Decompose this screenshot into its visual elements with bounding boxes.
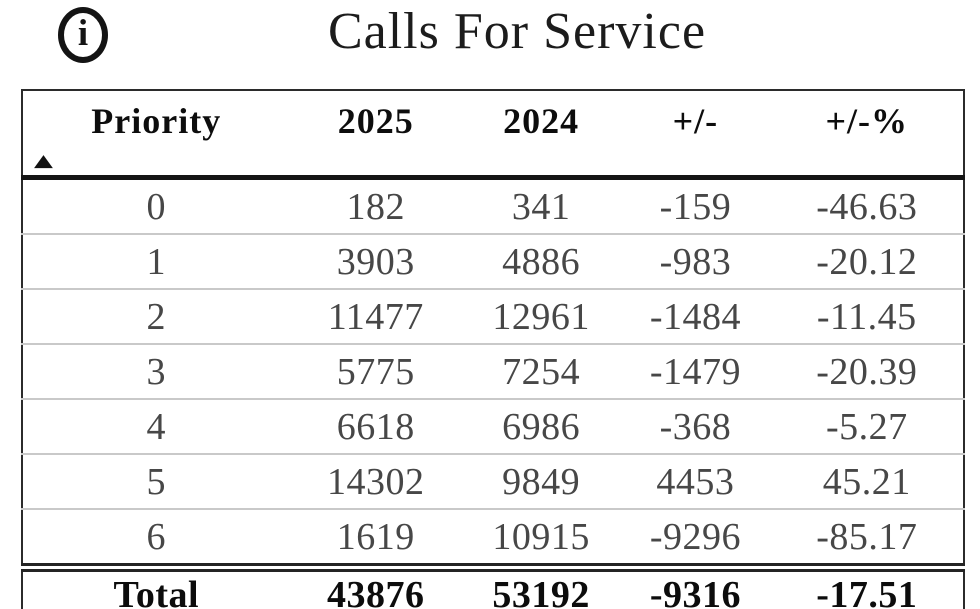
cell-2025: 11477 xyxy=(289,288,462,344)
cell-diff: -1479 xyxy=(620,343,771,399)
cell-diff-pct: -5.27 xyxy=(770,398,964,454)
column-header-2024[interactable]: 2024 xyxy=(461,90,621,180)
table-row: 6 1619 10915 -9296 -85.17 xyxy=(22,508,964,568)
table-row: 4 6618 6986 -368 -5.27 xyxy=(22,398,964,454)
column-header-diff-pct[interactable]: +/-% xyxy=(770,90,964,180)
cell-priority: 6 xyxy=(22,508,290,568)
total-2024: 53192 xyxy=(461,563,621,609)
total-diff: -9316 xyxy=(620,563,771,609)
table-row: 0 182 341 -159 -46.63 xyxy=(22,178,964,235)
cell-diff: -368 xyxy=(620,398,771,454)
cell-2025: 1619 xyxy=(289,508,462,568)
cell-priority: 1 xyxy=(22,233,290,289)
page-title: Calls For Service xyxy=(327,3,707,60)
cell-2024: 7254 xyxy=(461,343,621,399)
cell-2025: 6618 xyxy=(289,398,462,454)
column-header-diff-label: +/- xyxy=(672,101,719,141)
cell-2025: 5775 xyxy=(289,343,462,399)
info-icon-letter: i xyxy=(77,13,89,54)
cell-diff-pct: -11.45 xyxy=(770,288,964,344)
info-icon[interactable]: i xyxy=(58,7,108,63)
table-row: 3 5775 7254 -1479 -20.39 xyxy=(22,343,964,399)
cell-2024: 10915 xyxy=(461,508,621,568)
cell-diff: -983 xyxy=(620,233,771,289)
cell-2025: 14302 xyxy=(289,453,462,509)
total-row: Total 43876 53192 -9316 -17.51 xyxy=(22,563,964,609)
total-diff-pct: -17.51 xyxy=(770,563,964,609)
cell-2025: 3903 xyxy=(289,233,462,289)
calls-for-service-table: Priority ▲ 2025 2024 +/- +/-% 0 xyxy=(21,89,965,609)
cell-diff: -159 xyxy=(659,185,732,228)
cell-diff: -9296 xyxy=(620,508,771,568)
cell-priority: 0 xyxy=(146,185,167,228)
cell-2025: 182 xyxy=(346,185,405,228)
table-row: 5 14302 9849 4453 45.21 xyxy=(22,453,964,509)
column-header-priority[interactable]: Priority ▲ xyxy=(22,90,290,180)
cell-diff-pct: -85.17 xyxy=(770,508,964,568)
cell-priority: 4 xyxy=(22,398,290,454)
column-header-diff-pct-label: +/-% xyxy=(825,101,909,141)
cell-diff: 4453 xyxy=(620,453,771,509)
cell-2024: 4886 xyxy=(461,233,621,289)
cell-diff-pct: -20.12 xyxy=(770,233,964,289)
cell-priority: 2 xyxy=(22,288,290,344)
table-row: 2 11477 12961 -1484 -11.45 xyxy=(22,288,964,344)
column-header-2025-label: 2025 xyxy=(337,101,414,141)
column-header-priority-label: Priority xyxy=(91,101,222,141)
cell-priority: 5 xyxy=(22,453,290,509)
sort-ascending-icon: ▲ xyxy=(34,151,55,171)
total-2025: 43876 xyxy=(289,563,462,609)
table-row: 1 3903 4886 -983 -20.12 xyxy=(22,233,964,289)
column-header-diff[interactable]: +/- xyxy=(620,90,771,180)
cell-2024: 12961 xyxy=(461,288,621,344)
cell-priority: 3 xyxy=(22,343,290,399)
cell-2024: 9849 xyxy=(461,453,621,509)
cell-diff-pct: 45.21 xyxy=(770,453,964,509)
cell-2024: 341 xyxy=(511,185,571,228)
cell-diff: -1484 xyxy=(620,288,771,344)
column-header-2025[interactable]: 2025 xyxy=(289,90,462,180)
cell-2024: 6986 xyxy=(461,398,621,454)
total-label: Total xyxy=(22,563,290,609)
table-header-row: Priority ▲ 2025 2024 +/- +/-% xyxy=(22,90,964,180)
widget-header: i Calls For Service xyxy=(0,0,980,86)
column-header-2024-label: 2024 xyxy=(503,101,580,141)
cell-diff-pct: -46.63 xyxy=(816,185,918,228)
cell-diff-pct: -20.39 xyxy=(770,343,964,399)
